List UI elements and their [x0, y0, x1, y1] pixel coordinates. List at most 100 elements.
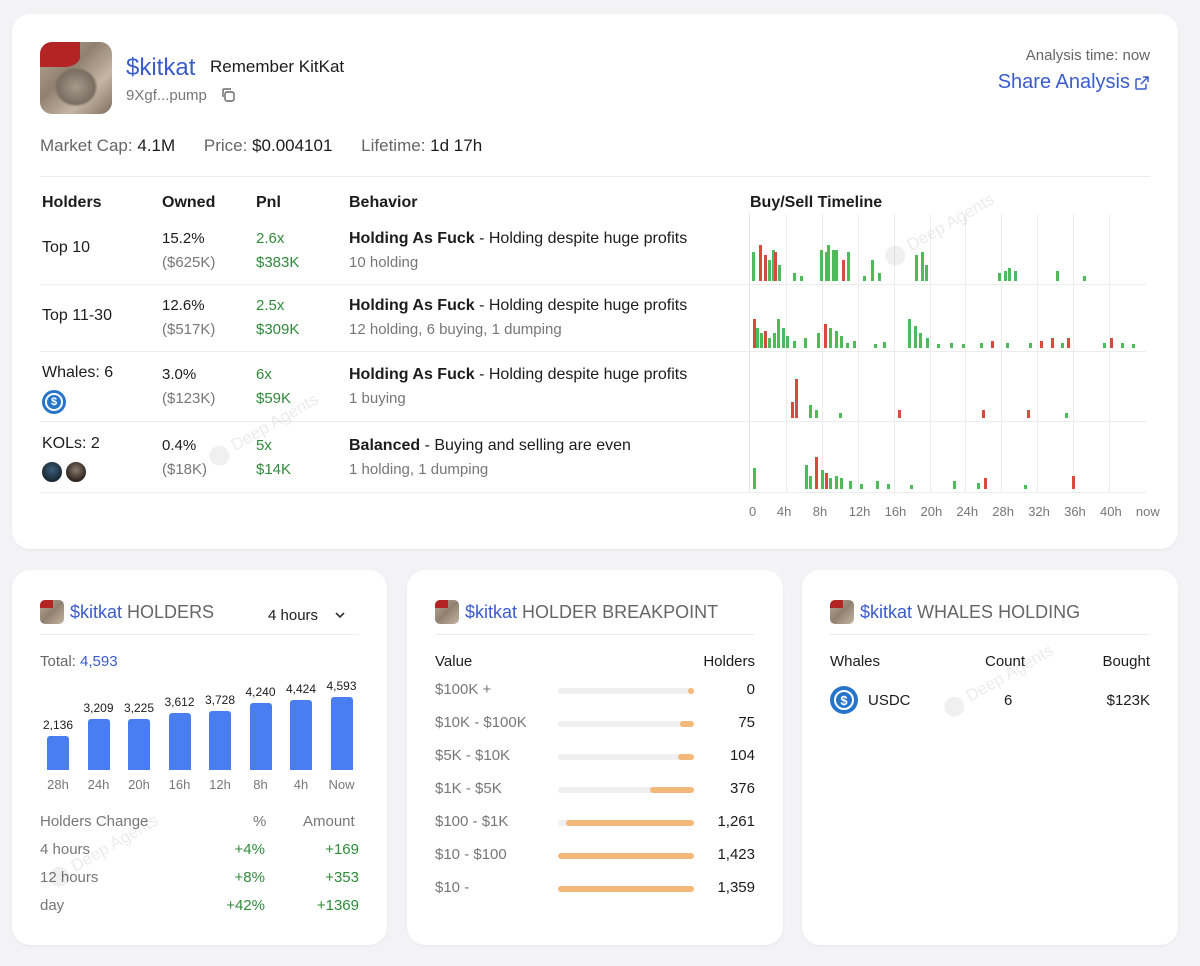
sell-bar[interactable]	[841, 260, 845, 281]
sell-bar[interactable]	[759, 244, 762, 281]
sell-bar[interactable]	[1072, 475, 1076, 489]
buy-bar[interactable]	[949, 343, 953, 348]
buy-bar[interactable]	[863, 275, 867, 281]
sell-bar[interactable]	[982, 410, 986, 418]
buy-bar[interactable]	[820, 249, 824, 281]
buy-bar[interactable]	[846, 343, 850, 348]
external-link-icon[interactable]	[1134, 75, 1150, 96]
buy-bar[interactable]	[847, 252, 851, 281]
buy-bar[interactable]	[886, 483, 890, 489]
sell-bar[interactable]	[1066, 338, 1070, 348]
buy-bar[interactable]	[870, 260, 874, 281]
holders-bar[interactable]	[168, 712, 191, 770]
sell-bar[interactable]	[752, 318, 756, 348]
buy-bar[interactable]	[1120, 343, 1124, 348]
chevron-down-icon[interactable]	[334, 608, 346, 626]
buy-bar[interactable]	[1083, 275, 1086, 281]
buy-bar[interactable]	[782, 328, 786, 348]
buy-bar[interactable]	[952, 481, 956, 489]
buy-bar[interactable]	[1061, 343, 1065, 348]
holders-bar[interactable]	[128, 718, 150, 770]
token-symbol[interactable]: $kitkat	[465, 602, 518, 622]
buy-bar[interactable]	[777, 318, 780, 348]
buy-bar[interactable]	[759, 333, 763, 348]
buy-bar[interactable]	[976, 482, 980, 489]
buy-bar[interactable]	[804, 338, 807, 348]
buy-bar[interactable]	[751, 252, 755, 281]
buy-bar[interactable]	[908, 318, 912, 348]
buy-bar[interactable]	[979, 343, 983, 348]
buy-bar[interactable]	[827, 244, 831, 281]
buy-bar[interactable]	[874, 344, 878, 348]
buy-bar[interactable]	[921, 252, 924, 281]
buy-bar[interactable]	[786, 335, 789, 348]
buy-bar[interactable]	[1102, 343, 1106, 348]
sell-bar[interactable]	[774, 252, 778, 281]
holders-bar[interactable]	[47, 736, 69, 770]
sell-bar[interactable]	[984, 478, 987, 489]
sell-bar[interactable]	[897, 410, 901, 418]
copy-icon[interactable]	[220, 87, 236, 108]
buy-bar[interactable]	[1056, 270, 1059, 281]
sell-bar[interactable]	[1027, 410, 1031, 418]
buy-bar[interactable]	[821, 470, 825, 489]
token-symbol[interactable]: $kitkat	[126, 54, 196, 81]
buy-bar[interactable]	[962, 344, 966, 348]
holders-bar[interactable]	[290, 699, 312, 770]
buy-bar[interactable]	[834, 249, 838, 281]
token-symbol[interactable]: $kitkat	[70, 602, 123, 622]
buy-bar[interactable]	[829, 328, 833, 348]
buy-bar[interactable]	[800, 275, 804, 281]
buy-bar[interactable]	[1013, 270, 1017, 281]
sell-bar[interactable]	[795, 379, 798, 418]
sell-bar[interactable]	[764, 330, 768, 348]
buy-bar[interactable]	[771, 249, 775, 281]
buy-bar[interactable]	[1003, 270, 1007, 281]
holders-bar[interactable]	[209, 710, 231, 770]
buy-bar[interactable]	[793, 273, 797, 281]
buy-bar[interactable]	[919, 333, 923, 348]
buy-bar[interactable]	[752, 467, 756, 489]
buy-bar[interactable]	[859, 483, 863, 489]
buy-bar[interactable]	[1023, 484, 1027, 489]
buy-bar[interactable]	[913, 325, 917, 348]
sell-bar[interactable]	[991, 340, 995, 348]
buy-bar[interactable]	[768, 260, 771, 281]
buy-bar[interactable]	[804, 465, 808, 489]
buy-bar[interactable]	[849, 481, 852, 489]
buy-bar[interactable]	[756, 328, 760, 348]
buy-bar[interactable]	[883, 342, 887, 348]
buy-bar[interactable]	[997, 273, 1001, 281]
buy-bar[interactable]	[840, 335, 843, 348]
buy-bar[interactable]	[1008, 268, 1012, 281]
kol-avatar[interactable]	[64, 460, 88, 484]
buy-bar[interactable]	[809, 405, 813, 418]
buy-bar[interactable]	[852, 340, 856, 348]
buy-bar[interactable]	[925, 338, 929, 348]
buy-bar[interactable]	[816, 333, 820, 348]
sell-bar[interactable]	[823, 323, 827, 348]
buy-bar[interactable]	[877, 273, 881, 281]
buy-bar[interactable]	[1131, 344, 1135, 348]
buy-bar[interactable]	[834, 330, 838, 348]
buy-bar[interactable]	[1029, 343, 1032, 348]
period-select[interactable]: 4 hours	[268, 607, 319, 624]
buy-bar[interactable]	[840, 478, 843, 489]
usdc-icon[interactable]: $	[42, 390, 66, 414]
buy-bar[interactable]	[910, 484, 914, 489]
buy-bar[interactable]	[937, 344, 941, 348]
sell-bar[interactable]	[824, 473, 828, 489]
buy-bar[interactable]	[793, 340, 797, 348]
holders-bar[interactable]	[87, 718, 110, 770]
buy-bar[interactable]	[824, 252, 828, 281]
buy-bar[interactable]	[809, 475, 813, 489]
holders-bar[interactable]	[330, 697, 353, 770]
sell-bar[interactable]	[814, 457, 818, 489]
buy-bar[interactable]	[839, 412, 843, 418]
sell-bar[interactable]	[791, 402, 795, 418]
buy-bar[interactable]	[1005, 343, 1009, 348]
buy-bar[interactable]	[834, 475, 838, 489]
sell-bar[interactable]	[1110, 338, 1113, 348]
token-symbol[interactable]: $kitkat	[860, 602, 913, 622]
sell-bar[interactable]	[764, 255, 768, 281]
